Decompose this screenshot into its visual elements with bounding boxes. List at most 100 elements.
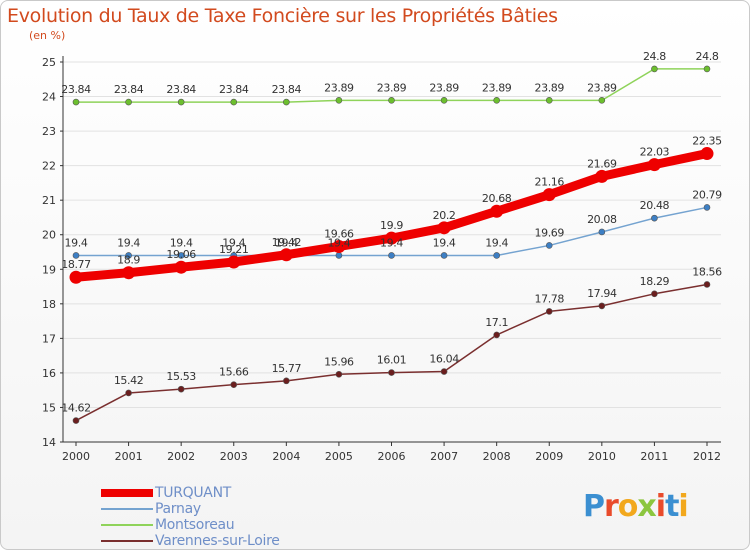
data-point (335, 370, 343, 378)
data-point (72, 98, 80, 106)
logo-letter: P (583, 489, 605, 524)
data-label: 19.4 (380, 236, 403, 249)
data-point (230, 98, 238, 106)
data-label: 24.8 (696, 50, 719, 63)
legend-item: Parnay (101, 501, 280, 517)
legend-swatch (101, 508, 153, 510)
x-tick-label: 2003 (220, 450, 248, 463)
legend-item: Varennes-sur-Loire (101, 533, 280, 549)
data-point (440, 368, 448, 375)
data-point (388, 252, 395, 259)
data-point (122, 266, 136, 280)
data-label: 20.2 (433, 209, 456, 222)
data-point (651, 290, 658, 298)
y-tick-label: 17 (42, 332, 56, 345)
y-tick-label: 16 (42, 367, 56, 380)
x-tick-label: 2002 (167, 450, 195, 463)
data-label: 23.84 (166, 83, 196, 96)
data-point (493, 252, 500, 259)
data-point (174, 260, 188, 274)
legend-swatch (101, 489, 153, 497)
data-point (177, 252, 185, 259)
data-label: 19.06 (166, 248, 196, 261)
x-tick-label: 2007 (430, 450, 458, 463)
data-label: 19.21 (219, 243, 249, 256)
series-line-varennes-sur-loire (75, 283, 708, 422)
data-label: 19.9 (380, 219, 403, 232)
data-point (230, 381, 238, 388)
data-point (69, 270, 83, 284)
x-tick-label: 2004 (272, 450, 300, 463)
data-label: 18.77 (61, 258, 91, 271)
data-label: 15.53 (166, 370, 196, 383)
data-point (440, 97, 448, 104)
data-label: 19.4 (65, 236, 88, 249)
data-point (177, 385, 185, 393)
data-label: 16.04 (429, 353, 459, 366)
data-point (332, 239, 346, 253)
data-label: 20.08 (587, 213, 617, 226)
data-label: 19.4 (485, 236, 508, 249)
data-label: 21.69 (587, 157, 617, 170)
data-point (335, 97, 343, 104)
logo-letter: x (637, 489, 656, 524)
proxiti-logo: Proxiti (583, 489, 689, 524)
data-label: 15.66 (219, 366, 249, 379)
data-point (72, 417, 80, 424)
y-tick-label: 15 (42, 401, 56, 414)
data-label: 22.03 (640, 146, 670, 159)
x-tick-label: 2001 (115, 450, 143, 463)
data-point (647, 158, 661, 172)
logo-letter: r (604, 489, 619, 524)
x-tick-label: 2008 (483, 450, 511, 463)
data-label: 15.96 (324, 355, 354, 368)
data-label: 23.84 (114, 83, 144, 96)
data-point (545, 242, 553, 249)
data-label: 23.84 (272, 83, 302, 96)
x-tick-label: 2010 (588, 450, 616, 463)
y-tick-label: 25 (42, 56, 56, 69)
data-point (595, 169, 609, 183)
y-tick-label: 18 (42, 298, 56, 311)
legend-item: Montsoreau (101, 517, 280, 533)
data-point (388, 97, 395, 104)
legend-label: Varennes-sur-Loire (155, 533, 280, 549)
data-label: 19.4 (275, 236, 298, 249)
data-point (335, 252, 343, 259)
x-tick-label: 2012 (693, 450, 721, 463)
data-label: 23.89 (377, 81, 407, 94)
data-label: 17.78 (535, 292, 565, 305)
data-label: 17.1 (485, 316, 508, 329)
y-tick-label: 14 (42, 436, 56, 449)
data-label: 23.89 (482, 81, 512, 94)
data-label: 15.42 (114, 374, 144, 387)
legend-label: Montsoreau (155, 517, 235, 533)
data-label: 22.35 (692, 135, 722, 148)
data-label: 19.4 (170, 236, 193, 249)
data-label: 19.4 (117, 236, 140, 249)
chart-title: Evolution du Taux de Taxe Foncière sur l… (7, 5, 558, 27)
y-tick-label: 19 (42, 263, 56, 276)
data-point (703, 65, 711, 73)
data-label: 18.56 (692, 265, 722, 278)
data-point (227, 255, 241, 269)
data-label: 19.4 (222, 236, 245, 249)
y-tick-label: 22 (42, 160, 56, 173)
data-label: 19.4 (433, 236, 456, 249)
data-point (598, 302, 606, 310)
legend-label: Parnay (155, 501, 201, 517)
x-tick-label: 2005 (325, 450, 353, 463)
data-label: 19.4 (327, 236, 350, 249)
data-point (598, 228, 606, 236)
data-point (493, 331, 500, 339)
data-point (700, 147, 714, 161)
data-point (440, 252, 448, 259)
x-tick-label: 2000 (62, 450, 90, 463)
data-label: 15.77 (272, 362, 302, 375)
data-label: 18.29 (640, 275, 670, 288)
data-label: 20.48 (640, 199, 670, 212)
data-label: 16.01 (377, 354, 407, 367)
data-label: 19.42 (272, 236, 302, 249)
